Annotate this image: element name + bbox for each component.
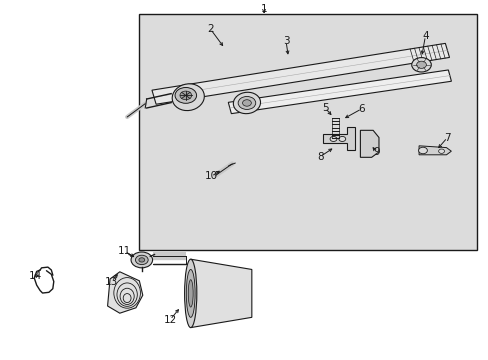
Ellipse shape [188,280,193,307]
Text: 5: 5 [321,103,328,113]
Ellipse shape [184,259,196,328]
Text: 14: 14 [28,271,42,282]
Polygon shape [190,259,251,328]
Circle shape [135,255,148,265]
Bar [139,14,476,250]
Text: 13: 13 [104,276,118,287]
Text: 12: 12 [163,315,177,325]
Text: 7: 7 [443,132,450,143]
Ellipse shape [233,92,260,114]
Circle shape [242,100,251,106]
Polygon shape [322,127,354,150]
Text: 4: 4 [421,31,428,41]
Text: 10: 10 [204,171,217,181]
Text: 11: 11 [118,246,131,256]
Text: 1: 1 [260,4,267,14]
Text: 8: 8 [316,152,323,162]
Text: 9: 9 [372,147,379,157]
Circle shape [329,136,336,141]
Text: 2: 2 [206,24,213,34]
Polygon shape [418,146,450,155]
Polygon shape [360,130,378,157]
Ellipse shape [172,84,204,111]
Ellipse shape [186,269,195,318]
Circle shape [438,149,444,153]
Circle shape [175,87,196,103]
Polygon shape [152,43,448,104]
Circle shape [139,258,144,262]
Circle shape [411,58,430,72]
Circle shape [416,61,426,68]
Polygon shape [228,70,450,114]
Circle shape [238,96,255,109]
Text: 3: 3 [282,36,289,46]
Text: 6: 6 [358,104,365,114]
Circle shape [338,136,345,141]
Circle shape [418,147,427,154]
Circle shape [131,252,152,268]
Circle shape [180,91,191,100]
Polygon shape [107,272,142,313]
